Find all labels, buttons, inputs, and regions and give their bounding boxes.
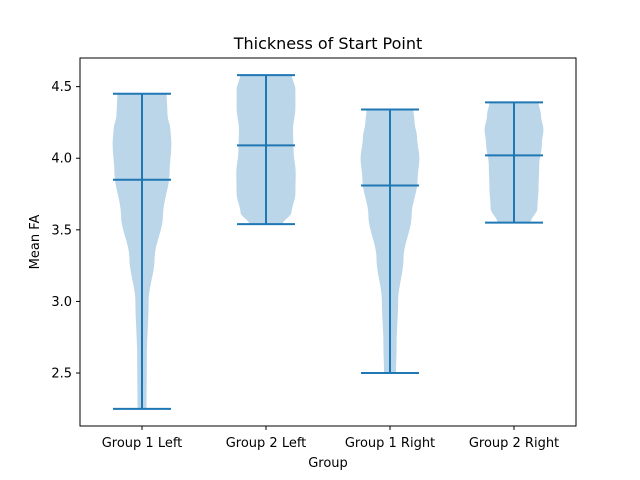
- y-tick-label: 2.5: [51, 367, 72, 382]
- x-tick-label: Group 2 Left: [226, 436, 307, 451]
- y-tick-label: 3.5: [51, 223, 72, 238]
- x-tick-label: Group 1 Left: [102, 436, 183, 451]
- chart-title: Thickness of Start Point: [233, 34, 423, 53]
- y-tick-label: 3.0: [51, 295, 72, 310]
- violins-layer: [112, 74, 544, 410]
- y-tick-label: 4.0: [51, 152, 72, 167]
- y-axis: 2.5 3.0 3.5 4.0 4.5: [51, 80, 80, 382]
- x-tick-label: Group 2 Right: [469, 436, 559, 451]
- y-axis-label: Mean FA: [28, 215, 43, 270]
- x-axis-label: Group: [308, 456, 348, 471]
- x-tick-label: Group 1 Right: [345, 436, 435, 451]
- plot-area: [79, 57, 577, 427]
- x-axis: Group 1 Left Group 2 Left Group 1 Right Gro…: [102, 426, 559, 451]
- y-tick-label: 4.5: [51, 80, 72, 95]
